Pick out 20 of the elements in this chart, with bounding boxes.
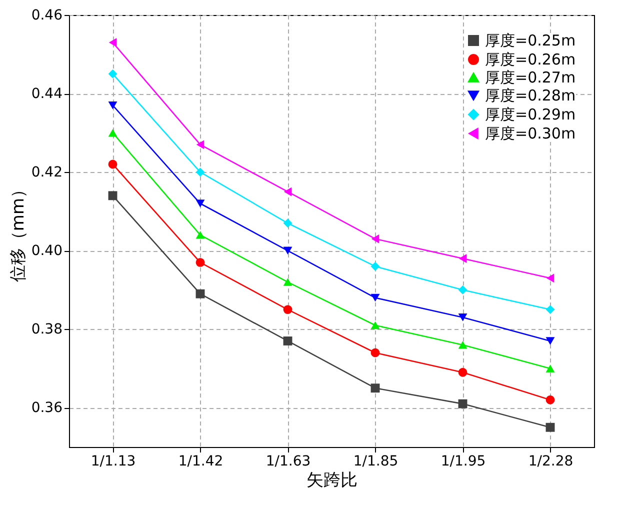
y-tick-label: 0.44 — [31, 86, 63, 102]
legend-label: 厚度=0.27m — [485, 68, 576, 86]
legend-label: 厚度=0.30m — [485, 124, 576, 142]
x-tick-label: 1/1.13 — [90, 454, 136, 470]
x-tick-label: 1/1.63 — [266, 454, 311, 470]
legend-label: 厚度=0.26m — [485, 50, 576, 68]
y-tick-label: 0.40 — [31, 243, 62, 260]
legend-label: 厚度=0.28m — [485, 86, 576, 104]
y-tick-label: 0.36 — [31, 400, 63, 416]
x-tick-label: 1/2.28 — [528, 454, 574, 470]
y-tick-label: 0.38 — [31, 322, 62, 338]
legend-label: 厚度=0.29m — [485, 106, 576, 124]
x-tick-label: 1/1.95 — [440, 454, 486, 470]
y-tick-label: 0.42 — [31, 164, 62, 181]
x-tick-label: 1/1.85 — [353, 454, 398, 470]
x-axis-title: 矢跨比 — [306, 470, 358, 490]
legend-label: 厚度=0.25m — [485, 32, 576, 50]
x-tick-label: 1/1.42 — [178, 454, 224, 470]
y-axis-title: 位移（mm） — [8, 180, 28, 282]
y-tick-label: 0.46 — [31, 8, 63, 24]
